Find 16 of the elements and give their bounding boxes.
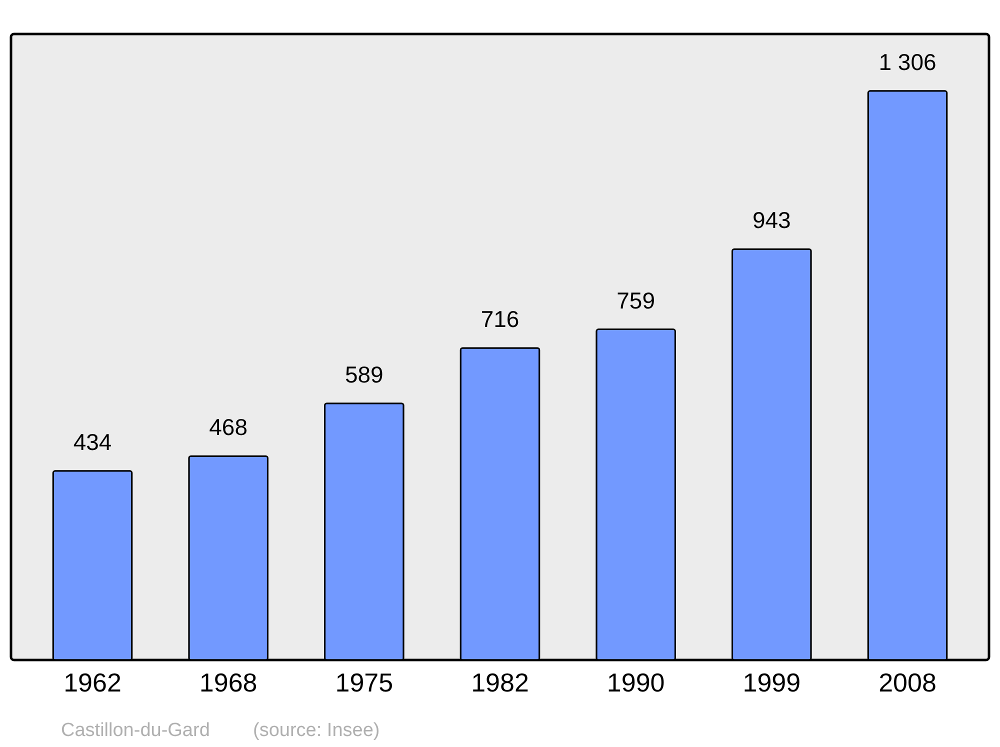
x-tick-label: 1962 — [64, 668, 122, 698]
data-label: 589 — [344, 361, 384, 388]
x-tick-label: 1999 — [742, 668, 801, 698]
x-tick-label: 1982 — [471, 668, 529, 698]
data-label: 434 — [73, 428, 112, 455]
data-label: 1 306 — [878, 48, 936, 75]
data-label: 759 — [616, 287, 656, 314]
data-label: 468 — [209, 414, 248, 440]
data-label: 943 — [752, 207, 791, 234]
x-tick-label: 1990 — [606, 668, 665, 698]
x-tick-label: 1968 — [199, 668, 258, 698]
text: (source: Insee) — [253, 720, 380, 741]
text: Castillon-du-Gard — [61, 720, 210, 741]
x-tick-label: 2008 — [878, 668, 936, 698]
x-tick-label: 1975 — [335, 668, 394, 698]
data-label: 716 — [480, 306, 520, 332]
